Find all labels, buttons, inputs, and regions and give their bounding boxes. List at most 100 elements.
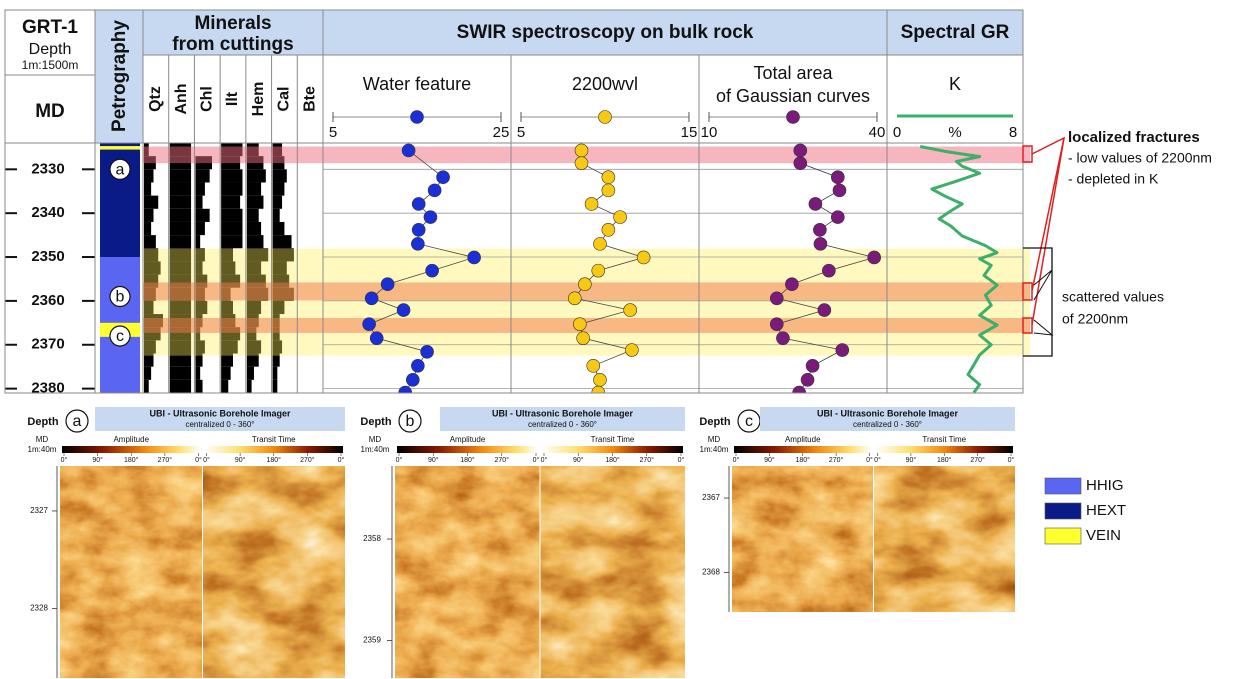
data-point xyxy=(574,156,589,170)
data-point xyxy=(591,263,606,278)
borehole-image xyxy=(60,466,203,678)
data-point xyxy=(793,156,808,170)
borehole-image xyxy=(395,466,540,678)
legend-swatch xyxy=(1044,477,1082,495)
depth-tick-label: 2340 xyxy=(31,204,64,221)
depth-tick-label: 2359 xyxy=(363,636,381,645)
legend-swatch xyxy=(1044,502,1082,520)
mineral-bar xyxy=(272,208,280,222)
mineral-bar xyxy=(169,248,192,262)
x-tick-label: 8 xyxy=(1009,124,1017,141)
degree-tick-label: 270° xyxy=(640,456,655,464)
mineral-bar xyxy=(272,235,292,249)
data-point xyxy=(586,359,601,373)
legend-swatch xyxy=(1044,527,1082,545)
data-point xyxy=(613,210,627,224)
data-point xyxy=(425,263,439,278)
data-point xyxy=(567,291,582,306)
mineral-bar xyxy=(272,248,294,262)
connector xyxy=(1031,137,1065,326)
depth-tick-label: 2367 xyxy=(702,493,720,502)
mineral-bar xyxy=(144,379,149,393)
mineral-bar xyxy=(169,208,192,222)
data-point xyxy=(423,210,438,224)
ubi-channel-title: Amplitude xyxy=(450,435,486,444)
color-bar xyxy=(204,446,343,453)
mineral-bar xyxy=(246,379,252,393)
zone-marker xyxy=(109,158,131,180)
degree-tick-label: 180° xyxy=(267,456,282,464)
degree-tick-label: 270° xyxy=(158,456,173,464)
mineral-bar xyxy=(221,182,243,196)
data-point xyxy=(467,250,481,265)
legend-label: VEIN xyxy=(1086,527,1121,544)
track-title: 2200wvl xyxy=(572,74,638,94)
mineral-bar xyxy=(195,195,203,209)
borehole-image xyxy=(540,466,685,678)
mineral-bar xyxy=(144,221,152,236)
data-point xyxy=(623,303,638,317)
mineral-bar xyxy=(246,169,266,183)
mineral-bar xyxy=(246,366,254,380)
legend-label: HHIG xyxy=(1086,477,1124,494)
mineral-bar xyxy=(272,261,287,275)
degree-tick-label: 0° xyxy=(541,456,548,464)
log-curve xyxy=(919,145,999,393)
depth-tick-label: 2360 xyxy=(31,292,64,309)
data-point xyxy=(369,331,384,345)
depth-tick-label: 2327 xyxy=(30,506,48,515)
degree-tick-label: 90° xyxy=(428,456,439,464)
mineral-bar xyxy=(195,327,201,341)
mineral-name: Anh xyxy=(173,83,190,114)
mineral-bar xyxy=(195,208,210,222)
mineral-bar xyxy=(272,300,285,315)
texts: GRT-1 Depth 1m:1500m MD Petrography Mine… xyxy=(22,13,1018,397)
mineral-bar xyxy=(272,169,287,183)
borehole-image xyxy=(202,466,345,678)
petrography-interval xyxy=(100,146,140,150)
data-point xyxy=(805,359,820,373)
ubi-title: UBI - Ultrasonic Borehole Imager xyxy=(817,408,959,418)
depth-tick-label: 2380 xyxy=(31,380,64,397)
ubi-depth-title: Depth xyxy=(360,416,391,428)
ubi-scale: 1m:40m xyxy=(700,445,729,454)
legend: HHIG HEXT VEIN xyxy=(1044,477,1126,545)
mineral-bar xyxy=(169,169,192,183)
data-point xyxy=(593,237,607,251)
data-point xyxy=(817,303,832,317)
data-point xyxy=(808,197,823,211)
data-point xyxy=(800,373,815,387)
log-points xyxy=(362,143,882,393)
data-point xyxy=(830,210,845,224)
mineral-bar xyxy=(246,235,264,249)
mineral-bar xyxy=(272,353,280,367)
degree-tick-label: 180° xyxy=(124,456,139,464)
mineral-bar xyxy=(195,274,208,288)
data-point xyxy=(436,170,450,185)
mineral-bar xyxy=(195,261,203,275)
data-point xyxy=(832,183,847,198)
mineral-bar xyxy=(144,340,156,354)
x-tick-label: 25 xyxy=(493,124,510,141)
degree-tick-label: 90° xyxy=(764,456,775,464)
panel-label: c xyxy=(745,413,753,430)
degree-tick-label: 0° xyxy=(195,456,202,464)
degree-tick-label: 180° xyxy=(605,456,620,464)
mineral-bar xyxy=(246,340,262,354)
track-title: of Gaussian curves xyxy=(716,86,870,106)
mineral-bar xyxy=(195,340,205,354)
petrography-title: Petrography xyxy=(109,20,130,132)
ubi-subtitle: centralized 0 - 360° xyxy=(853,420,922,429)
mineral-bar xyxy=(169,221,192,236)
mineral-bar xyxy=(169,261,192,275)
ubi-channel-title: Transit Time xyxy=(252,435,296,444)
mineral-bar xyxy=(246,300,262,315)
data-point xyxy=(411,237,425,251)
mineral-bar xyxy=(169,379,192,393)
mineral-bar xyxy=(221,261,236,275)
x-tick-label: 40 xyxy=(869,124,886,141)
petrography-header-bg xyxy=(95,10,143,143)
